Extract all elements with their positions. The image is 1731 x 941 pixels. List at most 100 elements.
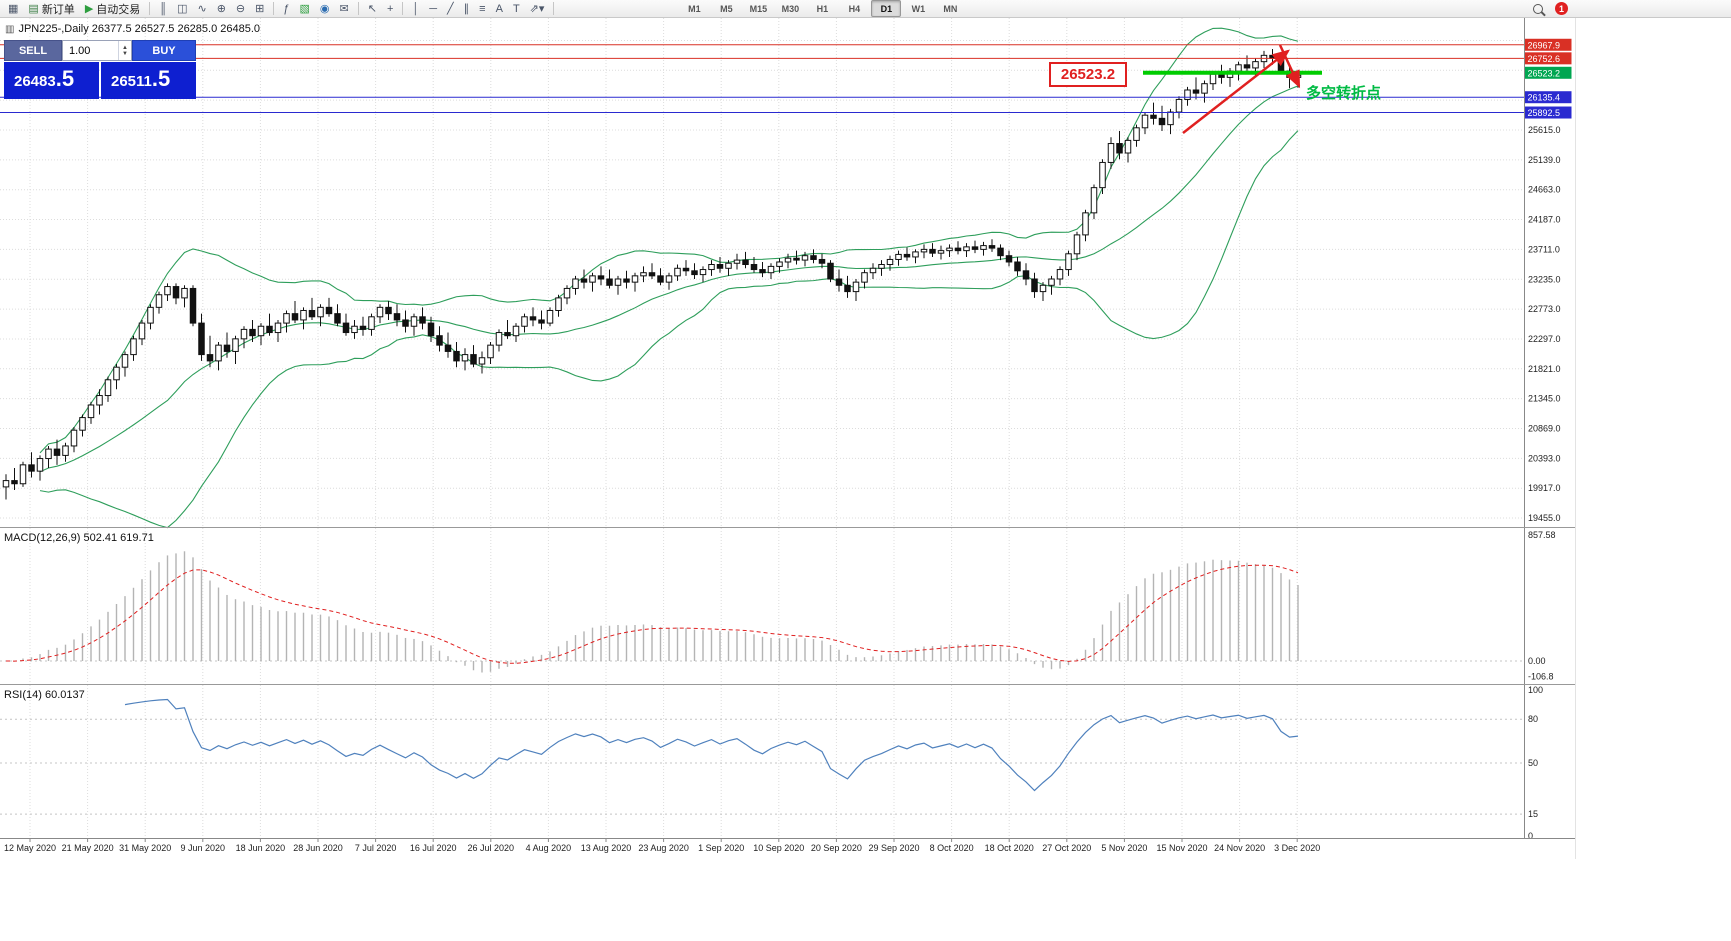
timeframe-h4[interactable]: H4 bbox=[848, 3, 861, 14]
trendline-icon[interactable]: ╱ bbox=[443, 0, 458, 18]
timeframe-d1[interactable]: D1 bbox=[871, 0, 902, 17]
svg-text:50: 50 bbox=[1528, 758, 1538, 768]
indicators-icon[interactable]: ƒ bbox=[279, 0, 293, 18]
candle bbox=[640, 272, 647, 277]
candle bbox=[249, 328, 256, 337]
search-icon[interactable] bbox=[1533, 3, 1543, 14]
svg-text:24 Nov 2020: 24 Nov 2020 bbox=[1214, 843, 1265, 853]
label-icon[interactable]: T bbox=[509, 0, 524, 18]
svg-text:28 Jun 2020: 28 Jun 2020 bbox=[293, 843, 343, 853]
template-icon[interactable]: ▧ bbox=[295, 0, 313, 18]
spinner-up-icon[interactable]: ▲ bbox=[122, 44, 128, 51]
main-toolbar: ▦ ▤ 新订单 ▶ 自动交易 ║ ◫ ∿ ⊕ ⊖ ⊞ ƒ ▧ ◉ ✉ ↖ + │ ─ ╱ ∥ ≡ A T ⇗▾ M1 M5 M15 M… bbox=[0, 0, 1731, 18]
candle bbox=[589, 275, 596, 283]
fibonacci-icon[interactable]: ≡ bbox=[475, 0, 489, 18]
svg-text:31 May 2020: 31 May 2020 bbox=[119, 843, 171, 853]
svg-text:25892.5: 25892.5 bbox=[1528, 108, 1561, 118]
arrows-dropdown-icon[interactable]: ⇗▾ bbox=[526, 0, 549, 18]
volume-input[interactable] bbox=[63, 41, 118, 60]
candle bbox=[912, 251, 919, 258]
chart-window-icon[interactable]: ▦ bbox=[4, 0, 22, 18]
candle bbox=[164, 286, 171, 296]
notifications-badge[interactable]: 1 bbox=[1555, 2, 1568, 15]
crosshair-icon[interactable]: + bbox=[383, 0, 397, 18]
candle bbox=[597, 275, 605, 280]
svg-text:0.00: 0.00 bbox=[1528, 656, 1546, 666]
new-order-button[interactable]: ▤ 新订单 bbox=[24, 0, 78, 18]
toolbar-separator bbox=[149, 2, 151, 15]
line-chart-icon[interactable]: ∿ bbox=[193, 0, 210, 18]
new-order-button-label: 新订单 bbox=[41, 3, 75, 16]
trade-prices-row: 26483 .5 26511 .5 bbox=[4, 62, 196, 99]
buy-button[interactable]: BUY bbox=[132, 40, 196, 61]
sell-price-main: 26483 bbox=[14, 73, 56, 90]
svg-text:0: 0 bbox=[1528, 831, 1533, 841]
candle bbox=[1141, 114, 1149, 129]
candlestick-chart-icon[interactable]: ◫ bbox=[173, 0, 191, 18]
mail-icon[interactable]: ✉ bbox=[336, 0, 353, 18]
timeframe-m5[interactable]: M5 bbox=[720, 3, 733, 14]
svg-text:15: 15 bbox=[1528, 809, 1538, 819]
timeframe-m15[interactable]: M15 bbox=[749, 3, 768, 14]
candle bbox=[699, 269, 707, 276]
candles bbox=[2, 49, 1302, 500]
candle bbox=[96, 395, 103, 406]
horizontal-line-icon[interactable]: ─ bbox=[425, 0, 441, 18]
spinner-down-icon[interactable]: ▼ bbox=[122, 50, 128, 57]
buy-price[interactable]: 26511 .5 bbox=[101, 62, 196, 99]
price-callout-box bbox=[1049, 62, 1127, 87]
auto-trading-button[interactable]: ▶ 自动交易 bbox=[81, 0, 144, 18]
sell-button[interactable]: SELL bbox=[4, 40, 62, 61]
zoom-in-icon[interactable]: ⊕ bbox=[213, 0, 230, 18]
timeframe-h1[interactable]: H1 bbox=[816, 3, 829, 14]
drawing-objects[interactable]: 26523.2 多空转折点 bbox=[1049, 44, 1381, 134]
svg-text:8 Oct 2020: 8 Oct 2020 bbox=[930, 843, 974, 853]
candle bbox=[1048, 278, 1055, 286]
timeframe-m1[interactable]: M1 bbox=[688, 3, 701, 14]
timeframe-group: M1 M5 M15 M30 H1 H4 D1 W1 MN bbox=[678, 0, 966, 17]
chart-icon: ▥ bbox=[5, 23, 15, 35]
candle bbox=[291, 313, 299, 321]
volume-spinner[interactable]: ▲ ▼ bbox=[118, 41, 131, 60]
level-lines[interactable]: 26967.9 26752.6 26523.2 26135.4 25892.5 bbox=[0, 38, 1572, 119]
vertical-line-icon[interactable]: │ bbox=[408, 0, 423, 18]
sell-price[interactable]: 26483 .5 bbox=[4, 62, 99, 99]
svg-text:24187.0: 24187.0 bbox=[1528, 215, 1561, 225]
candle bbox=[79, 417, 86, 431]
timeframe-m30[interactable]: M30 bbox=[781, 3, 800, 14]
candle bbox=[351, 325, 358, 334]
tile-windows-icon[interactable]: ⊞ bbox=[251, 0, 268, 18]
timeframe-w1[interactable]: W1 bbox=[911, 3, 926, 14]
timeframe-mn[interactable]: MN bbox=[943, 3, 958, 14]
date-axis: 12 May 2020 21 May 2020 31 May 2020 9 Jun 2… bbox=[4, 839, 1320, 853]
candle bbox=[461, 354, 469, 362]
price-chart[interactable]: 26967.9 26752.6 26523.2 26135.4 25892.5 26523… bbox=[0, 18, 1575, 859]
candle bbox=[1158, 117, 1166, 126]
channel-icon[interactable]: ∥ bbox=[460, 0, 474, 18]
svg-text:21345.0: 21345.0 bbox=[1528, 394, 1561, 404]
candle bbox=[878, 264, 885, 269]
svg-text:25139.0: 25139.0 bbox=[1528, 155, 1561, 165]
candle bbox=[36, 458, 44, 472]
svg-text:19455.0: 19455.0 bbox=[1528, 513, 1561, 523]
candle bbox=[436, 335, 443, 346]
svg-text:10 Sep 2020: 10 Sep 2020 bbox=[753, 843, 804, 853]
zoom-out-icon[interactable]: ⊖ bbox=[232, 0, 249, 18]
vertical-line-icon: │ bbox=[412, 2, 420, 15]
svg-text:24663.0: 24663.0 bbox=[1528, 185, 1561, 195]
svg-text:100: 100 bbox=[1528, 685, 1543, 695]
bar-chart-icon: ║ bbox=[159, 2, 168, 15]
candle bbox=[580, 278, 588, 283]
candle bbox=[130, 338, 137, 356]
cursor-icon[interactable]: ↖ bbox=[364, 0, 381, 18]
text-icon[interactable]: A bbox=[492, 0, 507, 18]
candle bbox=[801, 255, 809, 261]
candle bbox=[1184, 89, 1191, 100]
candle bbox=[733, 259, 741, 264]
svg-text:26967.9: 26967.9 bbox=[1528, 40, 1561, 50]
cursor-icon: ↖ bbox=[367, 2, 377, 15]
bar-chart-icon[interactable]: ║ bbox=[155, 0, 171, 18]
candle bbox=[784, 257, 792, 263]
candle bbox=[682, 267, 690, 272]
navigator-icon[interactable]: ◉ bbox=[316, 0, 334, 18]
